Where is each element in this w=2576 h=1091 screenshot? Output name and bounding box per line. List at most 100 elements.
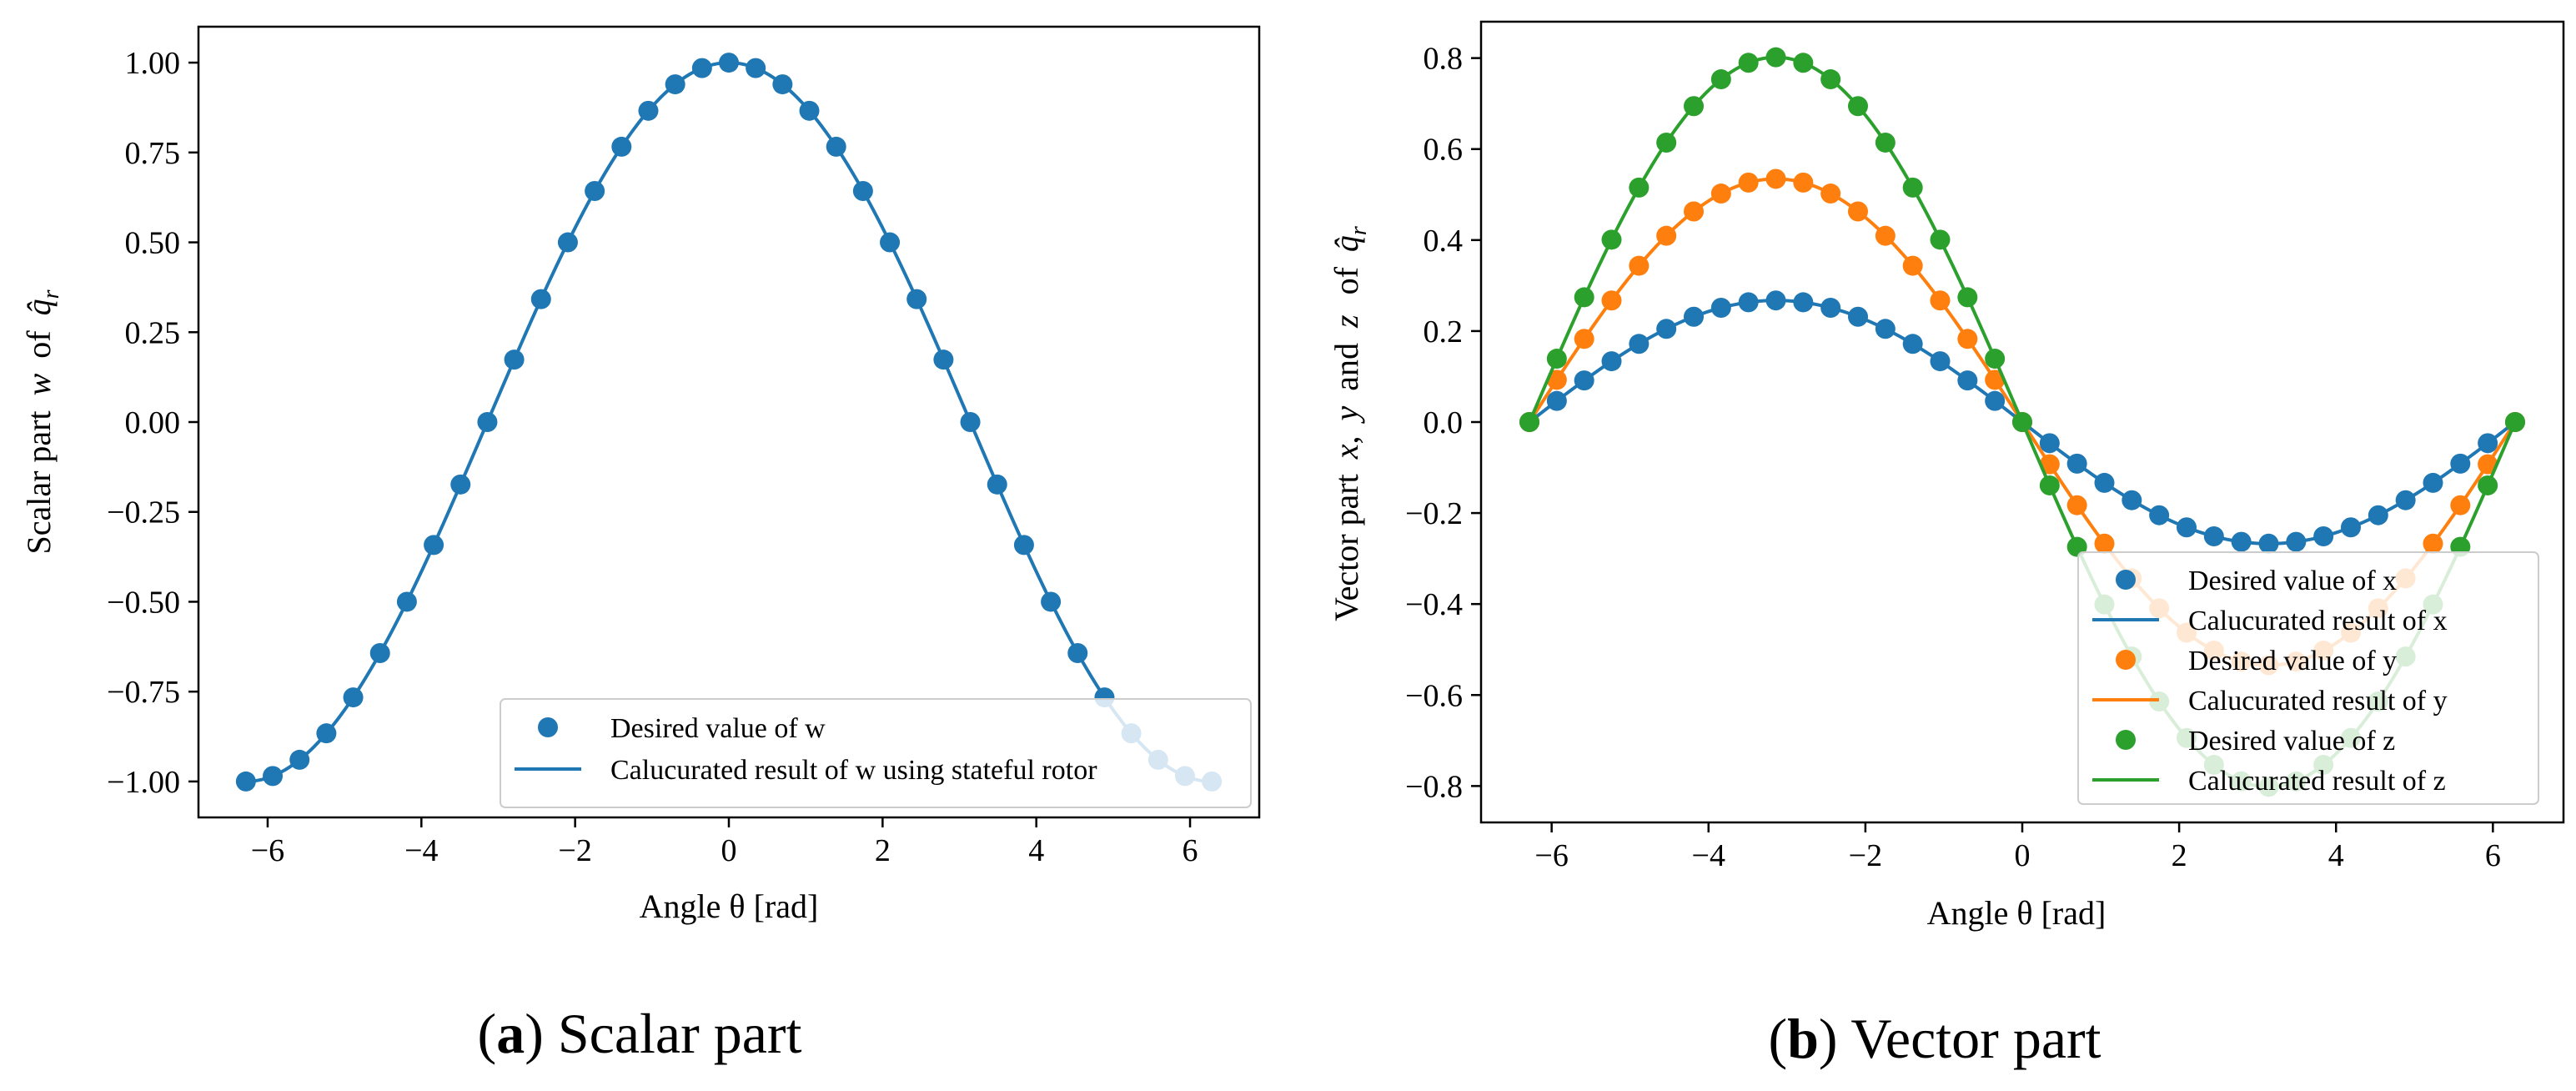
panel-a-x-tick-label: 0 — [721, 833, 737, 868]
panel-b-x-tick-label: 0 — [2015, 838, 2031, 873]
panel-b-point-x — [2286, 531, 2307, 552]
panel-a-plot-layer — [235, 53, 1223, 792]
panel-b-point-x — [2122, 490, 2142, 510]
panel-b-point-x — [2395, 490, 2416, 510]
panel-b-point-x — [1601, 351, 1622, 372]
panel-b-point-x — [1930, 351, 1951, 372]
panel-b-y-tick-label: −0.4 — [1405, 587, 1463, 622]
panel-b-point-x — [1546, 390, 1567, 411]
panel-b-point-x — [2478, 433, 2498, 454]
panel-b-point-z — [1820, 69, 1841, 90]
panel-b-point-z — [1765, 47, 1786, 68]
panel-b-legend-marker-x — [2116, 570, 2136, 590]
panel-a-point-w — [799, 100, 820, 121]
panel-b-point-y — [1765, 168, 1786, 189]
panel-b-x-ticks: −6 −4 −2 0 2 4 6 — [1534, 822, 2501, 873]
panel-b-point-z — [1930, 229, 1951, 250]
panel-b-point-y — [1710, 184, 1731, 204]
panel-a-line-w — [245, 61, 1213, 783]
panel-b-y-tick-label: −0.8 — [1405, 769, 1463, 804]
panel-b-point-z — [1957, 287, 1978, 308]
panel-b-y-axis-label: Vector part x, y and z of q̂r — [1328, 226, 1372, 621]
panel-b-point-y — [1848, 201, 1868, 222]
panel-b-point-y — [1930, 290, 1951, 311]
panel-b-point-x — [2094, 472, 2115, 493]
panel-b-point-y — [1793, 172, 1814, 193]
panel-b-point-x — [2258, 533, 2279, 554]
panel-b-point-z — [1793, 53, 1814, 73]
panel-b-point-y — [1601, 290, 1622, 311]
panel-b-point-z — [1546, 349, 1567, 370]
panel-b-point-z — [2012, 412, 2032, 432]
panel-a-y-tick-label: 0.00 — [125, 405, 181, 440]
panel-a-point-w — [289, 749, 310, 770]
panel-b-point-x — [1738, 292, 1759, 313]
panel-b-point-x — [1957, 370, 1978, 391]
panel-a-legend-marker-w — [538, 717, 558, 737]
panel-b-x-tick-label: 4 — [2328, 838, 2344, 873]
panel-b-point-x — [2149, 505, 2170, 525]
panel-a-y-tick-label: −0.25 — [107, 495, 180, 530]
panel-b-legend-label-marker-x: Desired value of x — [2188, 566, 2397, 596]
panel-b-y-tick-label: 0.8 — [1424, 42, 1464, 77]
panel-a-y-tick-label: −1.00 — [107, 765, 180, 800]
panel-b-point-x — [2066, 453, 2087, 474]
panel-b-point-z — [1656, 132, 1677, 153]
panel-a-scalar-part: −6 −4 −2 0 2 4 6 1.00 0.75 0.50 0.25 0.00 −0.25 −0.5… — [20, 25, 1261, 1065]
panel-a-x-tick-label: 4 — [1028, 833, 1044, 868]
panel-b-point-x — [2340, 517, 2361, 538]
panel-b-point-y — [1574, 329, 1594, 349]
panel-b-point-z — [2039, 475, 2060, 495]
panel-a-caption: (a) Scalar part — [478, 1002, 802, 1065]
panel-b-point-x — [1793, 292, 1814, 313]
panel-a-point-w — [235, 771, 256, 792]
panel-b-x-tick-label: −6 — [1534, 838, 1568, 873]
panel-b-x-tick-label: 6 — [2485, 838, 2501, 873]
panel-b-point-z — [1629, 177, 1650, 198]
panel-a-point-w — [638, 100, 659, 121]
panel-a-point-w — [369, 642, 390, 663]
panel-b-x-tick-label: −4 — [1692, 838, 1725, 873]
panel-a-legend-label-marker-w: Desired value of w — [610, 713, 826, 744]
panel-b-point-y — [1738, 172, 1759, 193]
panel-a-x-tick-label: −4 — [404, 833, 438, 868]
panel-b-point-y — [2094, 533, 2115, 554]
panel-b-point-y — [1875, 225, 1896, 246]
panel-b-point-z — [1574, 287, 1594, 308]
panel-b-y-tick-label: 0.2 — [1424, 314, 1464, 349]
panel-b-point-y — [2039, 454, 2060, 475]
panel-a-point-w — [933, 349, 954, 370]
panel-a-point-w — [477, 412, 498, 432]
panel-b-point-z — [1875, 132, 1896, 153]
panel-b-legend-label-line-x: Calucurated result of x — [2188, 606, 2448, 636]
panel-a-point-w — [665, 74, 685, 95]
panel-b-point-y — [2066, 495, 2087, 515]
panel-a-y-ticks: 1.00 0.75 0.50 0.25 0.00 −0.25 −0.50 −0.75 −1.00 — [107, 46, 198, 800]
panel-b-point-x — [1820, 297, 1841, 318]
panel-b-point-x — [1629, 334, 1650, 354]
panel-b-point-y — [1957, 329, 1978, 349]
panel-a-point-w — [880, 232, 901, 253]
panel-b-point-z — [2504, 412, 2525, 432]
panel-b-point-y — [1902, 255, 1923, 276]
panel-b-point-x — [2177, 517, 2197, 538]
panel-b-point-z — [1601, 229, 1622, 250]
panel-a-point-w — [906, 289, 927, 309]
panel-a-point-w — [1041, 591, 1062, 612]
panel-b-point-x — [1710, 297, 1731, 318]
panel-b-legend-label-marker-z: Desired value of z — [2188, 726, 2395, 757]
panel-b-y-tick-label: 0.0 — [1424, 405, 1464, 440]
panel-a-point-w — [424, 535, 444, 556]
panel-a-point-w — [691, 58, 712, 78]
panel-b-point-x — [1684, 306, 1705, 327]
panel-a-point-w — [852, 181, 873, 202]
panel-a-point-w — [504, 349, 525, 370]
panel-b-point-y — [1656, 225, 1677, 246]
panel-a-point-w — [746, 58, 766, 78]
panel-b-vector-part: −6 −4 −2 0 2 4 6 0.8 0.6 0.4 0.2 0.0 −0.2 −0.4 −0.6 −0… — [1328, 20, 2565, 1070]
panel-b-caption: (b) Vector part — [1768, 1007, 2101, 1070]
panel-a-point-w — [1067, 642, 1088, 663]
panel-b-legend-label-marker-y: Desired value of y — [2188, 646, 2397, 676]
panel-a-x-tick-label: 6 — [1183, 833, 1198, 868]
panel-a-point-w — [557, 232, 578, 253]
